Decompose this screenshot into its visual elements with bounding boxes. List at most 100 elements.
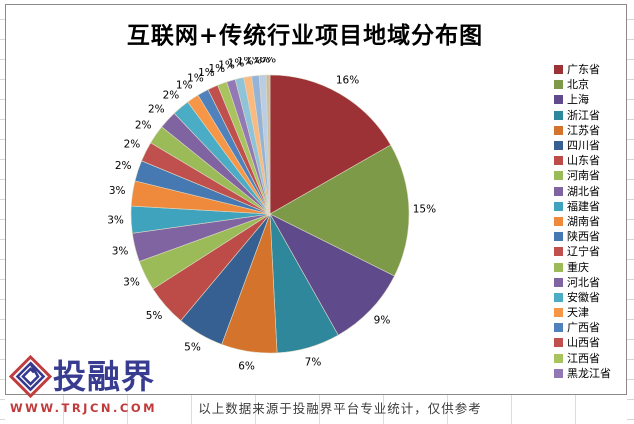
legend-item-河南省: 河南省 xyxy=(554,168,611,183)
legend-swatch xyxy=(554,323,563,333)
pie-chart: 16%15%9%7%6%5%5%3%3%3%3%2%2%2%2%2%1%1%1%… xyxy=(107,57,436,373)
legend-item-上海: 上海 xyxy=(554,92,611,107)
pie-slice-extra-25 xyxy=(265,74,271,215)
legend-swatch xyxy=(554,232,563,242)
pie-slice-label: 3% xyxy=(123,277,140,289)
pie-slice-label: 9% xyxy=(374,314,391,326)
legend-swatch xyxy=(554,247,563,257)
pie-slice-label: 15% xyxy=(413,204,436,216)
pie-slice-label: 2% xyxy=(163,90,180,102)
legend-item-陕西省: 陕西省 xyxy=(554,229,611,244)
legend-label: 四川省 xyxy=(567,139,600,153)
legend-item-湖南省: 湖南省 xyxy=(554,214,611,229)
legend-label: 重庆 xyxy=(567,260,589,274)
pie-slice-label: 2% xyxy=(115,160,132,172)
pie-slice-label: 2% xyxy=(135,120,152,132)
source-caption: 以上数据来源于投融界平台专业统计，仅供参考 xyxy=(198,401,482,416)
legend-swatch xyxy=(554,216,563,226)
legend-swatch xyxy=(554,171,563,181)
trjcn-watermark: 投融界 WWW.TRJCN.COM xyxy=(8,354,178,415)
legend-label: 安徽省 xyxy=(567,290,600,304)
legend-label: 湖南省 xyxy=(567,214,600,228)
legend-item-北京: 北京 xyxy=(554,77,611,92)
pie-slice-label: 2% xyxy=(148,103,165,115)
chart-legend: 广东省 北京 上海 浙江省 江苏省四川省 山东省 河南省 湖北省 福建省 湖南省陕西省 辽宁省 重庆河… xyxy=(554,62,611,381)
legend-label: 湖北省 xyxy=(567,184,600,198)
legend-item-天津: 天津 xyxy=(554,305,611,320)
legend-label: 山西省 xyxy=(567,336,600,350)
pie-slice-label: 5% xyxy=(146,310,163,322)
pie-slice-北京 xyxy=(269,144,410,277)
legend-item-广西省: 广西省 xyxy=(554,320,611,335)
pie-slice-label: 2% xyxy=(124,139,141,151)
legend-item-黑龙江省: 黑龙江省 xyxy=(554,366,611,381)
legend-label: 山东省 xyxy=(567,154,600,168)
brand-url: WWW.TRJCN.COM xyxy=(10,401,158,415)
legend-swatch xyxy=(554,80,563,90)
legend-swatch xyxy=(554,292,563,302)
pie-slice-label: 1% xyxy=(187,73,204,85)
pie-slice-广东省 xyxy=(269,74,392,215)
pie-slice-label: 3% xyxy=(109,185,126,197)
legend-label: 河北省 xyxy=(567,275,600,289)
legend-item-山西省: 山西省 xyxy=(554,335,611,350)
pie-slice-label: 1% xyxy=(176,80,193,92)
legend-item-福建省: 福建省 xyxy=(554,199,611,214)
pie-slice-label: 16% xyxy=(336,74,359,86)
legend-item-广东省: 广东省 xyxy=(554,62,611,77)
legend-item-四川省: 四川省 xyxy=(554,138,611,153)
pie-slice-上海 xyxy=(269,213,395,336)
legend-label: 河南省 xyxy=(567,169,600,183)
pie-slice-label: 1% xyxy=(208,63,225,75)
pie-slice-label: 1% xyxy=(245,57,262,66)
pie-slice-label: 5% xyxy=(184,342,201,354)
legend-swatch xyxy=(554,141,563,151)
diamond-spiral-icon xyxy=(8,354,53,399)
pie-slice-label: 0% xyxy=(259,57,276,66)
legend-label: 广东省 xyxy=(567,63,600,77)
pie-slice-label: 3% xyxy=(107,214,124,226)
legend-item-辽宁省: 辽宁省 xyxy=(554,244,611,259)
legend-swatch xyxy=(554,368,563,378)
pie-slice-label: 1% xyxy=(218,60,235,72)
pie-slice-label: 1% xyxy=(228,57,245,69)
legend-swatch xyxy=(554,308,563,318)
legend-swatch xyxy=(554,262,563,272)
pie-slice-label: 1% xyxy=(253,57,270,66)
legend-swatch xyxy=(554,95,563,105)
legend-label: 福建省 xyxy=(567,199,600,213)
pie-slice-label: 1% xyxy=(198,67,215,79)
brand-name: 投融界 xyxy=(53,356,155,396)
legend-label: 浙江省 xyxy=(567,108,600,122)
legend-label: 北京 xyxy=(567,78,589,92)
chart-title: 互联网+传统行业项目地域分布图 xyxy=(126,23,484,49)
pie-slice-label: 3% xyxy=(112,245,129,257)
legend-item-河北省: 河北省 xyxy=(554,275,611,290)
legend-swatch xyxy=(554,186,563,196)
legend-label: 上海 xyxy=(567,93,589,107)
legend-label: 天津 xyxy=(567,306,589,320)
pie-slice-label: 1% xyxy=(237,57,254,68)
legend-item-江苏省: 江苏省 xyxy=(554,123,611,138)
legend-item-山东省: 山东省 xyxy=(554,153,611,168)
legend-swatch xyxy=(554,201,563,211)
legend-item-江西省: 江西省 xyxy=(554,351,611,366)
pie-slice-label: 7% xyxy=(305,356,322,368)
worksheet-gridlines-right xyxy=(627,0,634,424)
pie-slice-label: 6% xyxy=(238,361,255,373)
legend-swatch xyxy=(554,125,563,135)
legend-label: 黑龙江省 xyxy=(567,366,611,380)
legend-swatch xyxy=(554,277,563,287)
legend-swatch xyxy=(554,156,563,166)
legend-label: 辽宁省 xyxy=(567,245,600,259)
legend-label: 江苏省 xyxy=(567,123,600,137)
legend-item-重庆: 重庆 xyxy=(554,259,611,274)
legend-swatch xyxy=(554,110,563,120)
legend-swatch xyxy=(554,353,563,363)
legend-label: 广西省 xyxy=(567,321,600,335)
legend-label: 陕西省 xyxy=(567,230,600,244)
legend-swatch xyxy=(554,65,563,75)
legend-label: 江西省 xyxy=(567,351,600,365)
legend-item-安徽省: 安徽省 xyxy=(554,290,611,305)
